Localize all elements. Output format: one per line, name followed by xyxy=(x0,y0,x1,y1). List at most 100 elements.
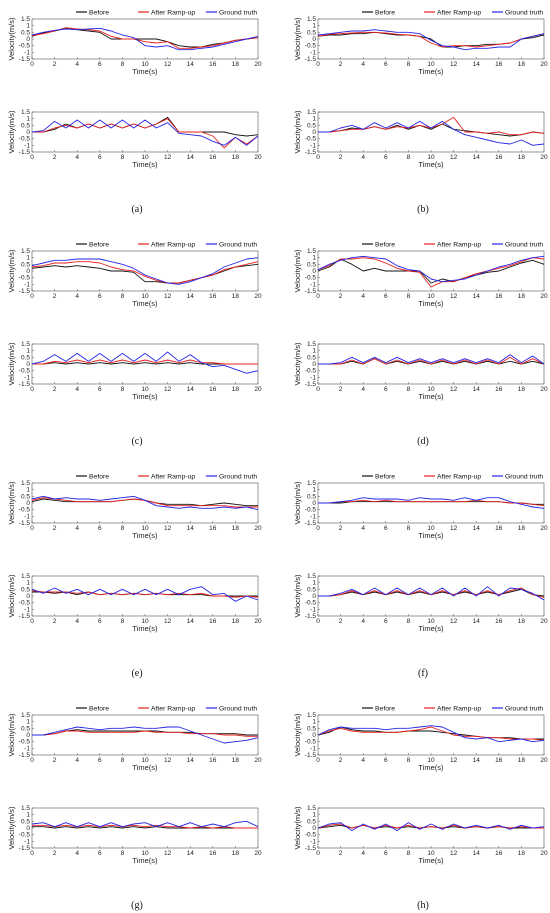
x-tick-label: 0 xyxy=(316,850,320,857)
panel-label: (b) xyxy=(417,204,429,215)
legend-label-before: Before xyxy=(89,241,109,248)
x-tick-label: 0 xyxy=(30,61,34,68)
x-tick-label: 16 xyxy=(495,386,503,393)
x-axis-label: Time(s) xyxy=(418,160,444,169)
x-tick-label: 10 xyxy=(427,154,435,161)
x-tick-label: 12 xyxy=(450,293,458,300)
x-tick-label: 2 xyxy=(339,293,343,300)
series-line-truth xyxy=(31,351,259,374)
y-tick-label: -0.5 xyxy=(305,368,317,375)
series-line-truth xyxy=(31,257,259,285)
x-tick-label: 12 xyxy=(164,618,172,625)
x-axis-label: Time(s) xyxy=(132,392,158,401)
legend: Before After Ramp-up Ground truth xyxy=(76,241,257,248)
x-axis-label: Time(s) xyxy=(132,624,158,633)
y-axis-label: Velocity(m/s) xyxy=(7,249,16,292)
y-tick-label: 1 xyxy=(26,255,30,262)
y-tick-label: 1 xyxy=(312,812,316,819)
x-axis-label: Time(s) xyxy=(132,856,158,865)
x-tick-label: 4 xyxy=(361,386,365,393)
y-tick-label: 0 xyxy=(26,268,30,275)
y-tick-label: 0.5 xyxy=(21,122,30,129)
legend: Before After Ramp-up Ground truth xyxy=(362,9,543,16)
x-tick-label: 6 xyxy=(98,61,102,68)
y-tick-label: 1.5 xyxy=(21,109,30,116)
y-tick-label: 0 xyxy=(26,36,30,43)
y-axis-label: Velocity(m/s) xyxy=(293,713,302,756)
x-tick-label: 18 xyxy=(232,525,240,532)
x-tick-label: 10 xyxy=(427,850,435,857)
y-tick-label: -1.5 xyxy=(305,613,317,620)
x-tick-label: 6 xyxy=(98,386,102,393)
x-tick-label: 2 xyxy=(339,525,343,532)
subplot-bottom: 1.510.50-0.5-1-1.50 2 4 6 8 10 12 14 16 18 20Time(… xyxy=(7,109,262,169)
x-tick-label: 6 xyxy=(98,850,102,857)
x-tick-label: 10 xyxy=(141,61,149,68)
y-tick-label: 1 xyxy=(312,487,316,494)
legend: Before After Ramp-up Ground truth xyxy=(76,473,257,480)
subplot-bottom: 1.510.50-0.5-1-1.50 2 4 6 8 10 12 14 16 18 20Time(… xyxy=(293,341,548,401)
legend-label-after: After Ramp-up xyxy=(437,705,481,712)
y-tick-label: -0.5 xyxy=(305,507,317,514)
y-tick-label: -0.5 xyxy=(19,136,31,143)
x-tick-label: 12 xyxy=(164,525,172,532)
x-tick-label: 14 xyxy=(187,757,195,764)
x-tick-label: 4 xyxy=(361,618,365,625)
x-axis-label: Time(s) xyxy=(418,67,444,76)
y-tick-label: 0 xyxy=(26,361,30,368)
x-tick-label: 8 xyxy=(121,61,125,68)
x-tick-label: 0 xyxy=(316,154,320,161)
x-tick-label: 16 xyxy=(495,618,503,625)
legend-label-before: Before xyxy=(375,705,395,712)
x-tick-label: 20 xyxy=(540,293,548,300)
x-tick-label: 6 xyxy=(384,61,388,68)
y-tick-label: 0.5 xyxy=(21,29,30,36)
y-tick-label: -0.5 xyxy=(19,43,31,50)
legend: Before After Ramp-up Ground truth xyxy=(362,705,543,712)
x-tick-label: 0 xyxy=(316,757,320,764)
x-tick-label: 10 xyxy=(427,61,435,68)
y-tick-label: 1.5 xyxy=(21,341,30,348)
legend-label-before: Before xyxy=(375,241,395,248)
x-tick-label: 12 xyxy=(450,618,458,625)
legend-label-truth: Ground truth xyxy=(219,473,257,480)
x-tick-label: 18 xyxy=(232,386,240,393)
series-line-truth xyxy=(31,820,259,828)
x-tick-label: 10 xyxy=(427,386,435,393)
subplot-bottom: 1.510.50-0.5-1-1.50 2 4 6 8 10 12 14 16 18 20Time(… xyxy=(293,109,548,169)
y-axis-label: Velocity(m/s) xyxy=(7,481,16,524)
y-axis-label: Velocity(m/s) xyxy=(293,17,302,60)
panel-label: (g) xyxy=(131,900,143,911)
series-line-after xyxy=(31,497,258,508)
plot-frame xyxy=(317,250,545,292)
x-tick-label: 0 xyxy=(30,525,34,532)
x-tick-label: 18 xyxy=(232,618,240,625)
subplot-top: 1.510.50-0.5-1-1.50 2 4 6 8 10 12 14 16 18 20Time(… xyxy=(293,16,548,76)
y-tick-label: 1.5 xyxy=(21,480,30,487)
x-tick-label: 20 xyxy=(254,61,262,68)
subplot-bottom: 1.510.50-0.5-1-1.50 2 4 6 8 10 12 14 16 18 20Time(… xyxy=(293,805,548,865)
x-tick-label: 6 xyxy=(384,293,388,300)
y-tick-label: -1 xyxy=(24,281,30,288)
y-tick-label: -0.5 xyxy=(305,832,317,839)
x-tick-label: 12 xyxy=(164,61,172,68)
x-tick-label: 2 xyxy=(339,757,343,764)
subplot-top: 1.510.50-0.5-1-1.50 2 4 6 8 10 12 14 16 18 20Time(… xyxy=(293,248,548,308)
x-tick-label: 2 xyxy=(53,525,57,532)
x-tick-label: 14 xyxy=(187,293,195,300)
x-tick-label: 14 xyxy=(187,61,195,68)
x-tick-label: 10 xyxy=(427,525,435,532)
x-tick-label: 4 xyxy=(75,850,79,857)
x-tick-label: 14 xyxy=(473,154,481,161)
x-tick-label: 2 xyxy=(53,154,57,161)
y-tick-label: 1.5 xyxy=(307,573,316,580)
y-tick-label: 1 xyxy=(26,812,30,819)
legend-label-after: After Ramp-up xyxy=(437,241,481,248)
series-line-before xyxy=(318,123,545,137)
y-tick-label: 1 xyxy=(312,116,316,123)
x-tick-label: 16 xyxy=(209,386,217,393)
x-axis-label: Time(s) xyxy=(418,624,444,633)
y-tick-label: 1 xyxy=(26,23,30,30)
series-line-after xyxy=(317,31,545,48)
y-axis-label: Velocity(m/s) xyxy=(7,110,16,153)
